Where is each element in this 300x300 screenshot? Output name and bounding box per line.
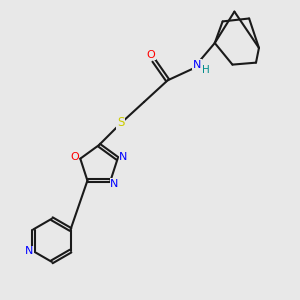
Text: N: N — [110, 178, 118, 188]
Text: N: N — [193, 60, 201, 70]
Text: H: H — [202, 65, 210, 76]
Text: N: N — [119, 152, 128, 162]
Text: O: O — [147, 50, 155, 60]
Text: N: N — [25, 246, 33, 256]
Text: S: S — [117, 116, 124, 129]
Text: O: O — [70, 152, 79, 162]
